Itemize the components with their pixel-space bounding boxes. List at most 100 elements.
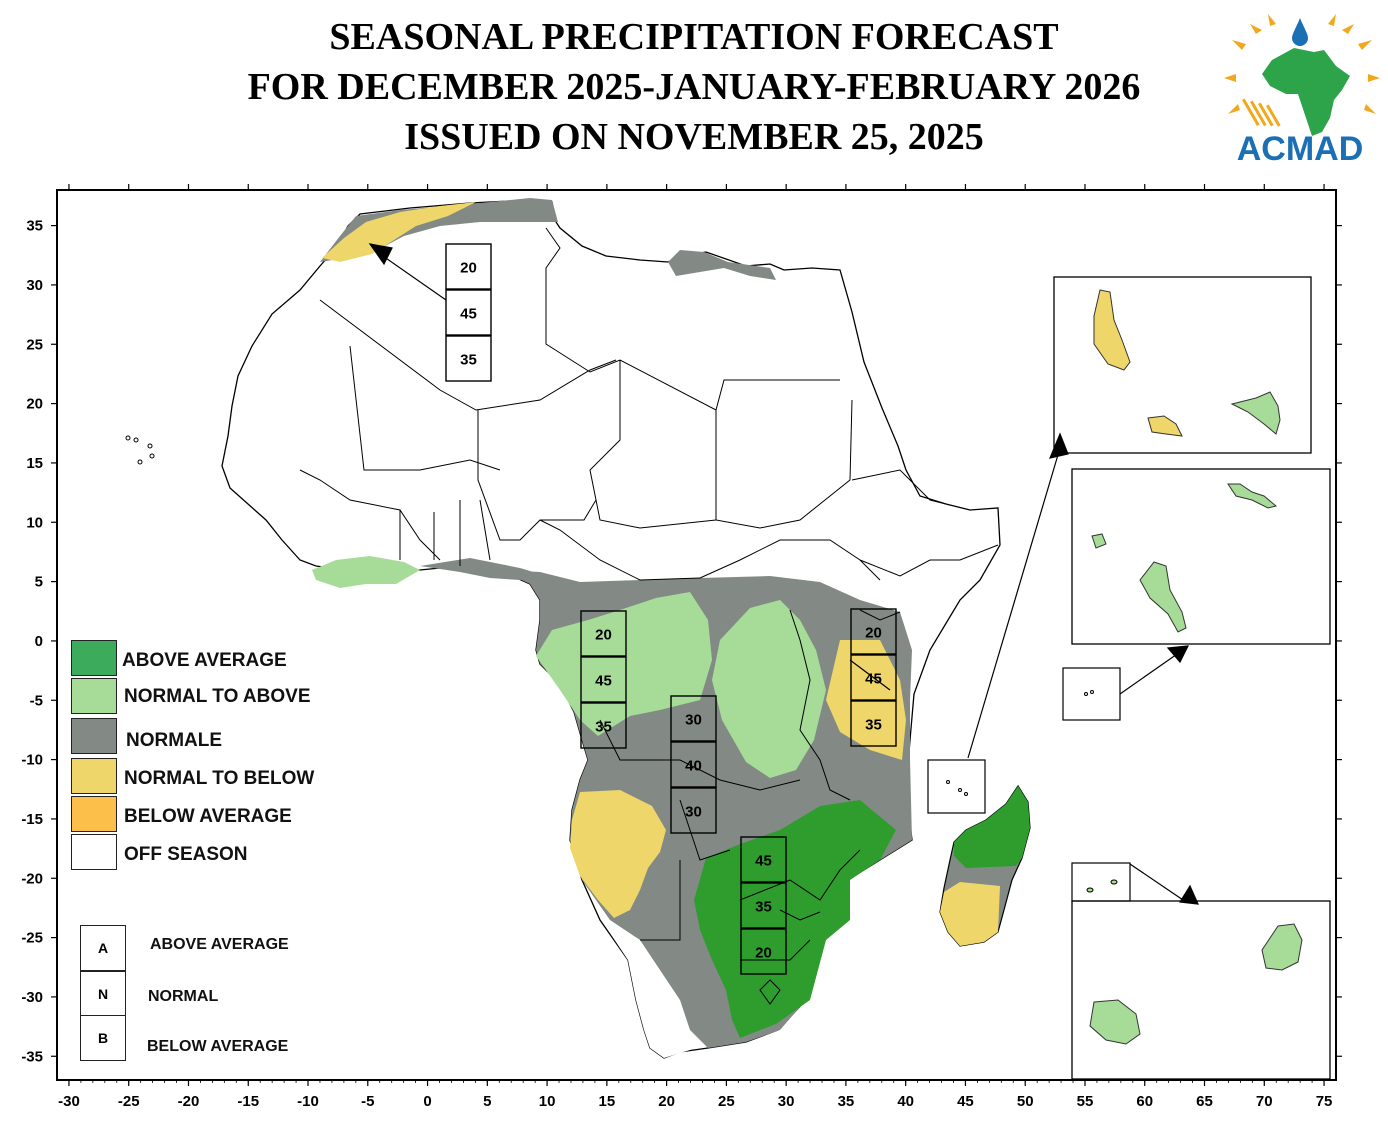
x-tick-label: -15: [237, 1093, 259, 1110]
map-title-line-2: FOR DECEMBER 2025-JANUARY-FEBRUARY 2026: [247, 66, 1141, 108]
x-tick-label: -20: [178, 1093, 200, 1110]
legend-swatch: [71, 640, 117, 676]
probability-value: 45: [755, 853, 772, 870]
legend-swatch: [71, 834, 117, 870]
y-tick-label: 25: [26, 336, 43, 353]
x-tick-label: -30: [58, 1093, 80, 1110]
probability-value: 20: [460, 260, 477, 277]
x-tick-label: -25: [118, 1093, 140, 1110]
country-borders: [299, 227, 999, 1005]
madagascar-above-average: [954, 786, 1030, 868]
madagascar-normal-to-below: [940, 882, 1000, 946]
x-tick-label: 5: [483, 1093, 491, 1110]
category-label: NORMAL: [148, 988, 219, 1005]
map-title-line-1: SEASONAL PRECIPITATION FORECAST: [329, 16, 1059, 58]
probability-cell: [670, 741, 717, 788]
legend-label: ABOVE AVERAGE: [122, 650, 287, 671]
probability-cell: [670, 695, 717, 742]
category-letter-box: N: [80, 971, 126, 1017]
x-tick-label: 65: [1196, 1093, 1213, 1110]
y-tick-label: 20: [26, 396, 43, 413]
probability-box: 20 45 35: [445, 243, 492, 382]
locator-box-mascarene: [1071, 862, 1131, 902]
inset-seychelles-silhouette: [1091, 533, 1107, 549]
inset-comoros-mayotte: [1230, 391, 1281, 435]
y-tick-label: -15: [21, 811, 43, 828]
y-tick-label: 5: [35, 574, 43, 591]
probability-cell: [740, 836, 787, 883]
leader-arrows: [368, 243, 1199, 905]
probability-value: 45: [460, 306, 477, 323]
x-tick-label: 60: [1136, 1093, 1153, 1110]
x-tick-label: 50: [1017, 1093, 1034, 1110]
africa-icon: [1262, 48, 1350, 136]
arrow-head-icon: [1178, 884, 1199, 905]
map-frame: [56, 189, 1337, 1081]
probability-cell: [445, 289, 492, 336]
zone-off-season-southwest: [600, 918, 690, 1058]
y-tick-label: 10: [26, 514, 43, 531]
zone-normal-to-below-angola: [570, 790, 666, 918]
legend-label: NORMALE: [126, 730, 223, 751]
probability-value: 30: [685, 804, 702, 821]
legend-label: BELOW AVERAGE: [124, 806, 292, 827]
locator-box-comoros: [927, 759, 986, 814]
x-tick-label: 35: [838, 1093, 855, 1110]
legend-label: NORMAL TO ABOVE: [124, 686, 311, 707]
probability-box: 45 35 20: [740, 836, 787, 975]
probability-value: 30: [685, 712, 702, 729]
probability-value: 45: [595, 673, 612, 690]
y-tick-label: -25: [21, 930, 43, 947]
inset-seychelles-mahe: [1139, 561, 1187, 633]
map-title-line-3: ISSUED ON NOVEMBER 25, 2025: [404, 116, 984, 158]
x-tick-label: 75: [1316, 1093, 1333, 1110]
probability-cell: [580, 656, 627, 703]
x-tick-label: 40: [897, 1093, 914, 1110]
probability-value: 45: [865, 671, 882, 688]
probability-cell: [580, 610, 627, 657]
probability-value: 20: [865, 625, 882, 642]
probability-box: 30 40 30: [670, 695, 717, 834]
probability-cell: [445, 335, 492, 382]
x-tick-label: 45: [957, 1093, 974, 1110]
arrow-head-icon: [1166, 645, 1190, 664]
x-tick-label: 20: [658, 1093, 675, 1110]
legend-swatch: [71, 678, 117, 714]
y-tick-label: -5: [30, 692, 43, 709]
y-axis: 35 30 25 20 15 10 5 0 -5 -10 -15 -20 -25 -30 -35: [21, 218, 1342, 1065]
acmad-logo-text: ACMAD: [1236, 130, 1364, 168]
inset-comoros-anjouan: [1147, 415, 1183, 437]
probability-cell: [850, 700, 897, 747]
category-letter-box: B: [80, 1015, 126, 1061]
x-tick-label: 55: [1077, 1093, 1094, 1110]
zone-above-average-southern-africa: [694, 800, 896, 1038]
probability-value: 35: [460, 352, 477, 369]
zone-normal-libya-egypt: [668, 250, 776, 280]
probability-cell: [445, 243, 492, 290]
x-tick-label: 25: [718, 1093, 735, 1110]
category-label: ABOVE AVERAGE: [150, 936, 289, 953]
zone-normal-gulf-of-guinea: [420, 558, 540, 580]
probability-value: 20: [595, 627, 612, 644]
x-axis: -30 -25 -20 -15 -10 -5 0 5 10 15 20 25 30 35 40 45 50 55 6…: [58, 184, 1332, 1110]
arrow-head-icon: [1049, 432, 1069, 459]
locator-island-dots: [946, 690, 1118, 893]
inset-reunion-island: [1089, 999, 1141, 1045]
probability-value: 35: [755, 899, 772, 916]
y-tick-label: -20: [21, 870, 43, 887]
inset-seychelles-frame: [1071, 468, 1331, 645]
category-letter-box: A: [80, 925, 126, 971]
probability-boxes: 20 45 35 20 45 35 30 40 30 20 45 35 45 35 20: [445, 243, 897, 975]
x-tick-label: 30: [778, 1093, 795, 1110]
inset-mauritius-island: [1261, 923, 1303, 971]
probability-cell: [740, 928, 787, 975]
zone-normal-to-below-morocco: [322, 202, 476, 262]
x-tick-label: -5: [361, 1093, 374, 1110]
zone-normal-to-above-gabon: [536, 592, 712, 736]
y-tick-label: -10: [21, 752, 43, 769]
probability-cell: [850, 608, 897, 655]
stripes-icon: [1242, 98, 1281, 127]
y-tick-label: -30: [21, 989, 43, 1006]
x-tick-label: 10: [539, 1093, 556, 1110]
y-tick-label: 15: [26, 455, 43, 472]
